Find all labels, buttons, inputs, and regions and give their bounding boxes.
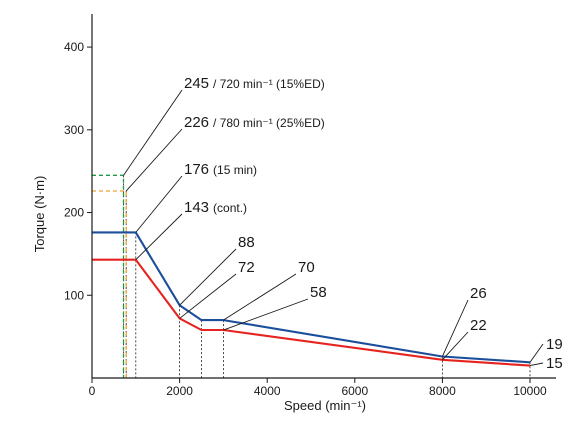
annotation-label: 143 (cont.) (184, 199, 247, 216)
annotation-leader (125, 128, 183, 192)
annotation-label: 19 (546, 336, 563, 353)
annotation-leader (442, 331, 469, 361)
annotation-label: 22 (470, 317, 487, 334)
annotation-leader (123, 89, 183, 176)
annotation-label: 226/ 780 min⁻¹ (25%ED) (184, 114, 325, 131)
x-tick-label: 2000 (166, 384, 193, 398)
series-line-1 (92, 174, 125, 378)
x-tick-label: 6000 (341, 384, 368, 398)
annotations: 245/ 720 min⁻¹ (15%ED) 226/ 780 min⁻¹ (25… (123, 75, 563, 372)
series-line-2 (92, 190, 127, 378)
annotation-leader (441, 299, 469, 357)
x-tick-label: 10000 (513, 384, 547, 398)
annotation-leader (179, 273, 237, 319)
x-tick-label: 4000 (254, 384, 281, 398)
y-tick-label: 100 (64, 288, 84, 302)
x-tick-label: 0 (89, 384, 96, 398)
annotation-label: 176 (15 min) (184, 161, 257, 178)
annotation-leader (223, 298, 309, 331)
annotation-label: 70 (298, 259, 315, 276)
annotation-label: 245/ 720 min⁻¹ (15%ED) (184, 75, 325, 92)
y-tick-label: 200 (64, 206, 84, 220)
annotation-leader (223, 273, 297, 321)
y-axis-label: Torque (N·m) (32, 176, 47, 253)
y-tick-label: 300 (64, 123, 84, 137)
axes (91, 14, 556, 379)
annotation-leader (529, 362, 544, 367)
annotation-label: 15 (546, 355, 563, 372)
x-axis-label: Speed (min⁻¹) (284, 398, 366, 413)
annotation-label: 26 (470, 285, 487, 302)
y-tick-label: 400 (64, 40, 84, 54)
annotation-leader (135, 213, 183, 261)
annotation-label: 72 (238, 259, 255, 276)
annotation-leader (179, 248, 237, 306)
annotation-label: 58 (310, 284, 327, 301)
x-tick-label: 8000 (429, 384, 456, 398)
annotation-leader (135, 175, 183, 233)
tick-labels: 0 2000 4000 6000 8000 10000 100 200 300 400 (64, 40, 547, 398)
annotation-label: 88 (238, 234, 255, 251)
annotation-leader (529, 343, 544, 363)
